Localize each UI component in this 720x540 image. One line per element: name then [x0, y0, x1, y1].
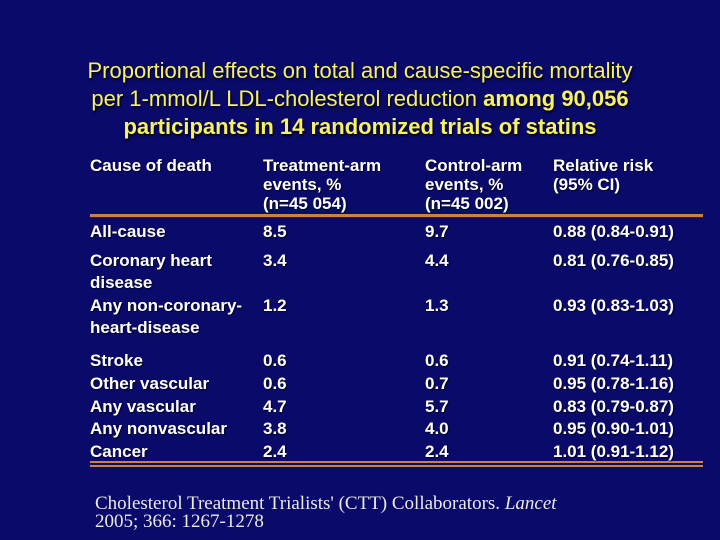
- cell-treatment: 1.2: [263, 296, 287, 315]
- table-row-all-cause: All-cause 8.5 9.7 0.88 (0.84-0.91): [90, 221, 703, 243]
- cell-cause: Coronary heart disease: [90, 251, 212, 292]
- cell-relative-risk: 0.83 (0.79-0.87): [553, 397, 674, 416]
- cell-cause: Any non-coronary- heart-disease: [90, 296, 243, 337]
- cell-relative-risk: 0.95 (0.90-1.01): [553, 419, 674, 438]
- header-control-arm: Control-arm events, % (n=45 002): [425, 156, 523, 213]
- title-line-2: per 1-mmol/L LDL-cholesterol reduction a…: [45, 85, 675, 113]
- table-row-any-non-coronary: Any non-coronary- heart-disease 1.2 1.3 …: [90, 295, 703, 339]
- header-relative-risk: Relative risk (95% CI): [553, 156, 654, 194]
- cell-treatment: 4.7: [263, 397, 287, 416]
- header-divider-line: [90, 214, 703, 217]
- cell-control: 4.4: [425, 251, 449, 270]
- header-treatment-arm: Treatment-arm events, % (n=45 054): [263, 156, 382, 213]
- table-bottom-border-line: [90, 461, 703, 467]
- table-row-cancer: Cancer 2.4 2.4 1.01 (0.91-1.12): [90, 441, 703, 463]
- cell-relative-risk: 0.91 (0.74-1.11): [553, 351, 674, 370]
- cell-relative-risk: 0.88 (0.84-0.91): [553, 222, 674, 241]
- cell-treatment: 2.4: [263, 442, 287, 461]
- citation: Cholesterol Treatment Trialists' (CTT) C…: [95, 493, 557, 532]
- slide-title: Proportional effects on total and cause-…: [45, 57, 675, 141]
- cell-treatment: 3.8: [263, 419, 287, 438]
- title-line-2-regular: per 1-mmol/L LDL-cholesterol reduction: [91, 86, 484, 111]
- table-row-any-nonvascular: Any nonvascular 3.8 4.0 0.95 (0.90-1.01): [90, 418, 703, 440]
- table-row-other-vascular: Other vascular 0.6 0.7 0.95 (0.78-1.16): [90, 373, 703, 395]
- cell-relative-risk: 1.01 (0.91-1.12): [553, 442, 674, 461]
- citation-line-2: 2005; 366: 1267-1278: [95, 510, 264, 532]
- cell-control: 0.7: [425, 374, 449, 393]
- title-line-2-bold: among 90,056: [483, 86, 629, 111]
- table-row-any-vascular: Any vascular 4.7 5.7 0.83 (0.79-0.87): [90, 396, 703, 418]
- cell-cause: All-cause: [90, 222, 166, 241]
- cell-control: 1.3: [425, 296, 449, 315]
- cell-control: 5.7: [425, 397, 449, 416]
- cell-relative-risk: 0.93 (0.83-1.03): [553, 296, 674, 315]
- cell-control: 9.7: [425, 222, 449, 241]
- title-line-3: participants in 14 randomized trials of …: [123, 114, 597, 139]
- cell-cause: Other vascular: [90, 374, 210, 393]
- cell-relative-risk: 0.95 (0.78-1.16): [553, 374, 674, 393]
- cell-treatment: 0.6: [263, 351, 287, 370]
- title-line-1: Proportional effects on total and cause-…: [87, 58, 633, 83]
- cell-cause: Any nonvascular: [90, 419, 227, 438]
- cell-cause: Any vascular: [90, 397, 196, 416]
- cell-treatment: 8.5: [263, 222, 287, 241]
- citation-authors: Cholesterol Treatment Trialists' (CTT) C…: [95, 493, 505, 514]
- table-row-coronary-heart-disease: Coronary heart disease 3.4 4.4 0.81 (0.7…: [90, 250, 703, 294]
- cell-control: 0.6: [425, 351, 449, 370]
- cell-control: 4.0: [425, 419, 449, 438]
- mortality-table: Cause of death Treatment-arm events, % (…: [90, 155, 703, 467]
- table-header-row: Cause of death Treatment-arm events, % (…: [90, 155, 703, 213]
- cell-treatment: 0.6: [263, 374, 287, 393]
- citation-journal: Lancet: [504, 493, 557, 514]
- cell-relative-risk: 0.81 (0.76-0.85): [553, 251, 674, 270]
- cell-treatment: 3.4: [263, 251, 287, 270]
- header-cause-of-death: Cause of death: [90, 156, 212, 175]
- cell-control: 2.4: [425, 442, 449, 461]
- table-row-stroke: Stroke 0.6 0.6 0.91 (0.74-1.11): [90, 350, 703, 372]
- cell-cause: Stroke: [90, 351, 143, 370]
- citation-line-1: Cholesterol Treatment Trialists' (CTT) C…: [95, 493, 557, 514]
- cell-cause: Cancer: [90, 442, 148, 461]
